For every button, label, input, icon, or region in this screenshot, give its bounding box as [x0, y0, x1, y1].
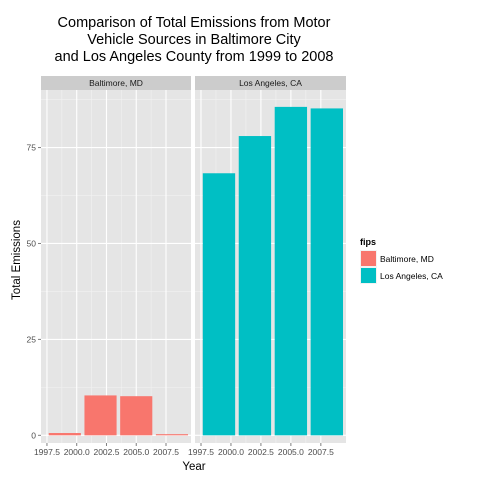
x-tick-label: 2005.0 — [123, 447, 149, 457]
x-tick-label: 2005.0 — [278, 447, 304, 457]
bar — [49, 433, 81, 435]
bar — [239, 136, 271, 435]
y-tick-label: 50 — [27, 238, 37, 248]
bar — [120, 396, 152, 435]
legend-title: fips — [360, 237, 376, 247]
x-tick-label: 2002.5 — [93, 447, 119, 457]
facet-panel-2: Los Angeles, CA — [195, 76, 346, 443]
facet-panels: Baltimore, MD Los Angeles, CA — [41, 76, 346, 443]
x-tick-label: 1997.5 — [188, 447, 214, 457]
bar — [203, 173, 235, 435]
bar — [275, 107, 307, 435]
x-axis: 1997.5 2000.0 2002.5 2005.0 2007.5 1997.5 2000… — [34, 443, 334, 457]
chart-title-line-3: and Los Angeles County from 1999 to 2008 — [55, 49, 334, 65]
legend-label: Los Angeles, CA — [380, 271, 443, 281]
y-tick-label: 25 — [27, 334, 37, 344]
y-axis: 0 25 50 75 — [27, 143, 41, 441]
x-tick-label: 2007.5 — [308, 447, 334, 457]
y-axis-title: Total Emissions — [11, 220, 23, 300]
x-tick-label: 2007.5 — [153, 447, 179, 457]
legend-swatch — [361, 268, 376, 283]
chart-title-line-2: Vehicle Sources in Baltimore City — [87, 32, 301, 48]
x-tick-label: 2002.5 — [248, 447, 274, 457]
facet-strip-label: Los Angeles, CA — [239, 78, 302, 88]
legend-label: Baltimore, MD — [380, 254, 434, 264]
legend: fips Baltimore, MD Los Angeles, CA — [360, 237, 443, 284]
chart-title: Comparison of Total Emissions from Motor… — [55, 15, 334, 65]
x-axis-title: Year — [182, 461, 205, 473]
facet-strip-label: Baltimore, MD — [89, 78, 143, 88]
bar — [84, 395, 116, 435]
chart-title-line-1: Comparison of Total Emissions from Motor — [58, 15, 331, 31]
bar — [156, 434, 188, 435]
facet-panel-1: Baltimore, MD — [41, 76, 191, 443]
bar — [311, 108, 343, 435]
y-tick-label: 0 — [31, 430, 36, 440]
legend-swatch — [361, 251, 376, 266]
x-tick-label: 2000.0 — [218, 447, 244, 457]
plot-background — [41, 90, 191, 443]
x-tick-label: 1997.5 — [34, 447, 60, 457]
x-tick-label: 2000.0 — [64, 447, 90, 457]
y-tick-label: 75 — [27, 143, 37, 153]
